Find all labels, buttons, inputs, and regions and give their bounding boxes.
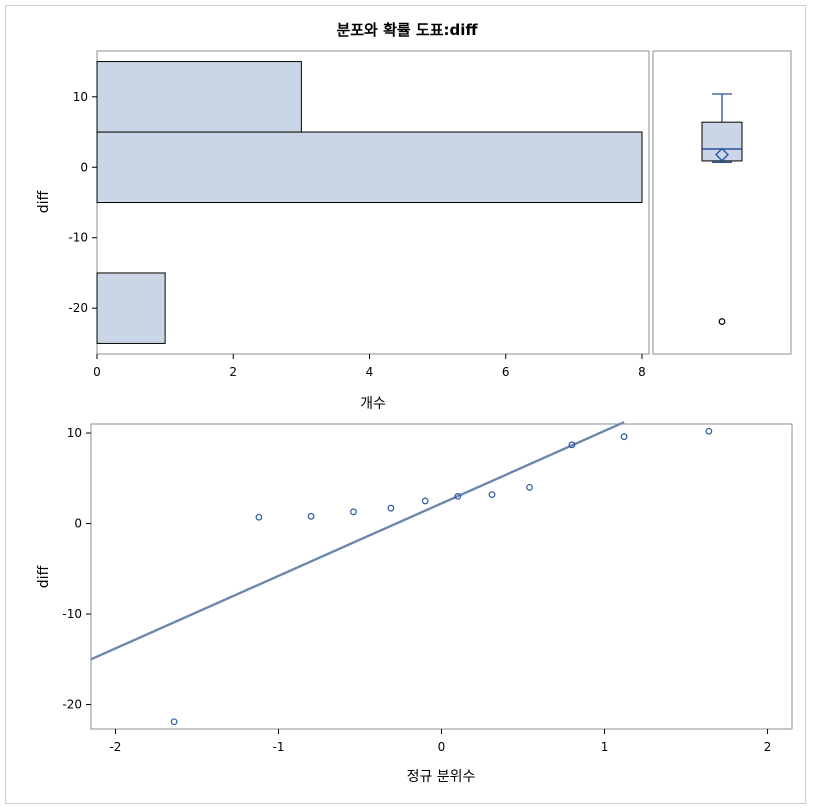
qq-point <box>454 493 462 500</box>
histogram-x-axis: 0 2 4 6 8 <box>93 354 646 379</box>
qq-x-axis: -2 -1 0 1 2 <box>109 729 771 754</box>
histogram-y-axis: 10 0 -10 -20 <box>68 90 97 315</box>
qq-y-label: diff <box>36 565 52 588</box>
qq-point <box>387 504 395 512</box>
qq-point <box>421 497 429 505</box>
histogram-y-tick-label: -10 <box>68 231 88 245</box>
qq-point <box>705 427 713 435</box>
qq-point <box>255 513 263 521</box>
qq-y-tick-label: 0 <box>74 517 82 531</box>
histogram-x-label: 개수 <box>360 396 386 412</box>
qq-frame <box>90 423 793 730</box>
histogram-x-tick-label: 4 <box>366 365 374 379</box>
qq-reference-line-group <box>90 421 625 661</box>
histogram-bar <box>96 272 166 344</box>
qq-panel: -2 -1 0 1 2 100-10-20 정규 분위수 diff <box>36 421 793 785</box>
box-iqr <box>701 121 743 162</box>
histogram-y-tick-label: 10 <box>73 90 88 104</box>
histogram-x-tick-label: 2 <box>229 365 237 379</box>
qq-y-tick-label: -20 <box>62 698 82 712</box>
histogram-bar <box>96 61 302 133</box>
histogram-y-label: diff <box>36 190 52 213</box>
qq-point <box>620 433 628 441</box>
qq-y-axis: 10 0 -10 -20 <box>62 426 91 712</box>
qq-point <box>526 483 533 491</box>
qq-x-label: 정규 분위수 <box>407 769 476 785</box>
qq-x-tick-label: 1 <box>601 740 609 754</box>
histogram-x-tick-label: 8 <box>638 365 646 379</box>
box-panel <box>652 50 792 355</box>
qq-x-tick-label: 0 <box>438 740 446 754</box>
histogram-x-tick-label: 6 <box>502 365 510 379</box>
histogram-y-tick-label: -20 <box>68 301 88 315</box>
histogram-bars <box>96 61 643 344</box>
histogram-bar <box>96 131 643 203</box>
qq-y-tick-label: -10 <box>62 607 82 621</box>
qq-reference-line <box>90 421 625 661</box>
qq-x-tick-label: -2 <box>109 740 121 754</box>
qq-x-tick-label: -1 <box>272 740 284 754</box>
qq-y-tick-label: 10 <box>67 426 82 440</box>
qq-point <box>350 508 357 516</box>
histogram-x-tick-label: 0 <box>93 365 101 379</box>
qq-points <box>170 427 713 726</box>
qq-point <box>307 512 315 520</box>
box-outlier <box>718 318 726 325</box>
histogram-y-tick-label: 0 <box>80 160 88 174</box>
chart-title: 분포와 확률 도표:diff <box>336 21 478 39</box>
qq-x-tick-label: 2 <box>764 740 772 754</box>
histogram-panel: 0 2 4 6 8 10 0 -10 -20 개수 diff <box>36 50 650 412</box>
qq-point <box>568 441 576 449</box>
box-mean-marker <box>715 147 729 162</box>
qq-point <box>488 491 496 498</box>
qq-point <box>170 718 178 726</box>
box-plot <box>701 93 743 325</box>
